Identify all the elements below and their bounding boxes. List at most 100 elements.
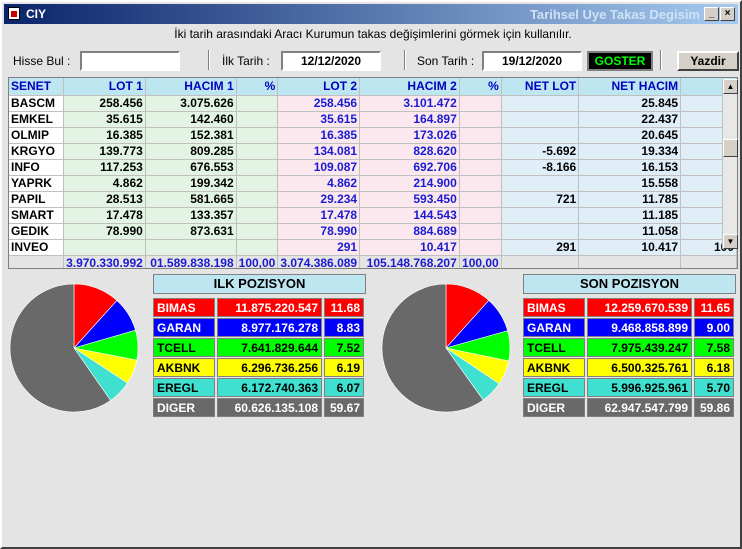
scroll-thumb[interactable]: [723, 139, 738, 157]
info-text: İki tarih arasındaki Aracı Kurumun takas…: [174, 27, 572, 41]
minimize-icon[interactable]: _: [704, 7, 719, 21]
column-header[interactable]: HACIM 2: [359, 78, 460, 96]
table-cell: 173.026: [359, 127, 460, 144]
column-header[interactable]: %: [459, 78, 502, 96]
table-row[interactable]: YAPRK 4.862 199.342 4.862 214.900 15.558: [9, 175, 737, 192]
table-cell: 134.081: [277, 143, 361, 160]
column-header[interactable]: LOT 1: [63, 78, 146, 96]
table-cell: [236, 207, 279, 224]
table-cell: [501, 175, 580, 192]
table-row[interactable]: OLMIP 16.385 152.381 16.385 173.026 20.645: [9, 127, 737, 144]
table-cell: [236, 223, 279, 240]
table-cell: [501, 95, 580, 112]
scroll-up-icon[interactable]: ▲: [723, 79, 738, 94]
table-row[interactable]: GEDIK 78.990 873.631 78.990 884.689 11.058: [9, 223, 737, 240]
pie-slice-diger: [9, 283, 112, 413]
table-cell: 20.645: [578, 127, 682, 144]
table-cell: [501, 255, 580, 268]
table-cell: [501, 127, 580, 144]
column-header[interactable]: LOT 2: [277, 78, 361, 96]
table-cell: [501, 111, 580, 128]
goster-button[interactable]: GOSTER: [587, 51, 653, 71]
table-cell: 105.148.768.207: [359, 255, 460, 268]
table-cell: 139.773: [63, 143, 146, 160]
table-row[interactable]: BASCM 258.456 3.075.626 258.456 3.101.472 25.…: [9, 95, 737, 112]
son-tarih-input[interactable]: 19/12/2020: [482, 51, 582, 71]
position-value: 8.977.176.278: [217, 318, 322, 337]
table-cell: 78.990: [63, 223, 146, 240]
position-value: 62.947.547.799: [587, 398, 692, 417]
table-cell: 17.478: [277, 207, 361, 224]
son-pozisyon-pie-chart: [381, 283, 511, 413]
table-cell: 4.862: [277, 175, 361, 192]
ilk-pozisyon-pie-chart: [9, 283, 139, 413]
table-cell: GEDIK: [9, 223, 65, 240]
position-name: GARAN: [153, 318, 215, 337]
table-row[interactable]: EMKEL 35.615 142.460 35.615 164.897 22.437: [9, 111, 737, 128]
table-cell: [145, 239, 237, 256]
table-cell: [459, 159, 502, 176]
position-name: TCELL: [523, 338, 585, 357]
table-cell: 78.990: [277, 223, 361, 240]
table-cell: 16.153: [578, 159, 682, 176]
table-cell: INVEO: [9, 239, 65, 256]
table-cell: 10.417: [359, 239, 460, 256]
column-header[interactable]: SENET: [9, 78, 65, 96]
table-cell: [501, 223, 580, 240]
table-cell: 873.631: [145, 223, 237, 240]
position-name: DIGER: [523, 398, 585, 417]
position-pct: 6.18: [694, 358, 734, 377]
column-header[interactable]: %: [236, 78, 279, 96]
position-pct: 6.19: [324, 358, 364, 377]
position-value: 9.468.858.899: [587, 318, 692, 337]
table-cell: 16.385: [277, 127, 361, 144]
takas-grid[interactable]: SENET LOT 1 HACIM 1% LOT 2 HACIM 2% NET LOT NE…: [8, 77, 738, 269]
scroll-down-icon[interactable]: ▼: [723, 234, 738, 249]
table-cell: INFO: [9, 159, 65, 176]
son-pozisyon-title: SON POZISYON: [523, 274, 736, 294]
title-bar[interactable]: CIY Tarihsel Uye Takas Degisim _ ×: [4, 4, 738, 24]
column-header[interactable]: HACIM 1: [145, 78, 237, 96]
position-name: EREGL: [523, 378, 585, 397]
table-row[interactable]: INFO 117.253 676.553 109.087 692.706 -8.166 16…: [9, 159, 737, 176]
position-name: AKBNK: [523, 358, 585, 377]
position-pct: 5.70: [694, 378, 734, 397]
grid-vertical-scrollbar[interactable]: ▲ ▼: [722, 79, 738, 249]
table-row[interactable]: PAPIL 28.513 581.665 29.234 593.450 721 11.785…: [9, 191, 737, 208]
son-pozisyon-panel: SON POZISYON BIMAS 12.259.670.539 11.65 GAR…: [523, 274, 736, 419]
position-name: GARAN: [523, 318, 585, 337]
table-cell: [236, 239, 279, 256]
yazdir-button[interactable]: Yazdir: [677, 51, 739, 71]
ilk-tarih-input[interactable]: 12/12/2020: [281, 51, 381, 71]
table-cell: [459, 143, 502, 160]
hisse-label: Hisse Bul :: [13, 54, 71, 68]
separator: [208, 50, 210, 70]
position-row: EREGL 6.172.740.363 6.07: [153, 378, 366, 397]
table-cell: 100,00: [459, 255, 502, 268]
hisse-search-input[interactable]: [80, 51, 180, 71]
table-cell: 17.478: [63, 207, 146, 224]
position-pct: 7.52: [324, 338, 364, 357]
table-cell: 884.689: [359, 223, 460, 240]
column-header[interactable]: NET HACIM: [578, 78, 682, 96]
table-cell: [459, 207, 502, 224]
table-cell: 4.862: [63, 175, 146, 192]
table-cell: [459, 95, 502, 112]
table-row[interactable]: SMART 17.478 133.357 17.478 144.543 11.185: [9, 207, 737, 224]
position-value: 5.996.925.961: [587, 378, 692, 397]
position-value: 60.626.135.108: [217, 398, 322, 417]
table-cell: [680, 255, 737, 268]
column-header[interactable]: NET LOT: [501, 78, 580, 96]
table-cell: [63, 239, 146, 256]
position-row: GARAN 8.977.176.278 8.83: [153, 318, 366, 337]
close-icon[interactable]: ×: [720, 7, 735, 21]
table-total-row[interactable]: 3.970.330.992 01.589.838.198 100,00 3.074.3…: [9, 255, 737, 268]
pie-slice-diger: [381, 283, 484, 413]
table-cell: 100,00: [236, 255, 279, 268]
ilk-pozisyon-title: ILK POZISYON: [153, 274, 366, 294]
table-cell: 35.615: [63, 111, 146, 128]
table-cell: 676.553: [145, 159, 237, 176]
table-row[interactable]: KRGYO 139.773 809.285 134.081 828.620 -5.692 1…: [9, 143, 737, 160]
table-cell: 199.342: [145, 175, 237, 192]
